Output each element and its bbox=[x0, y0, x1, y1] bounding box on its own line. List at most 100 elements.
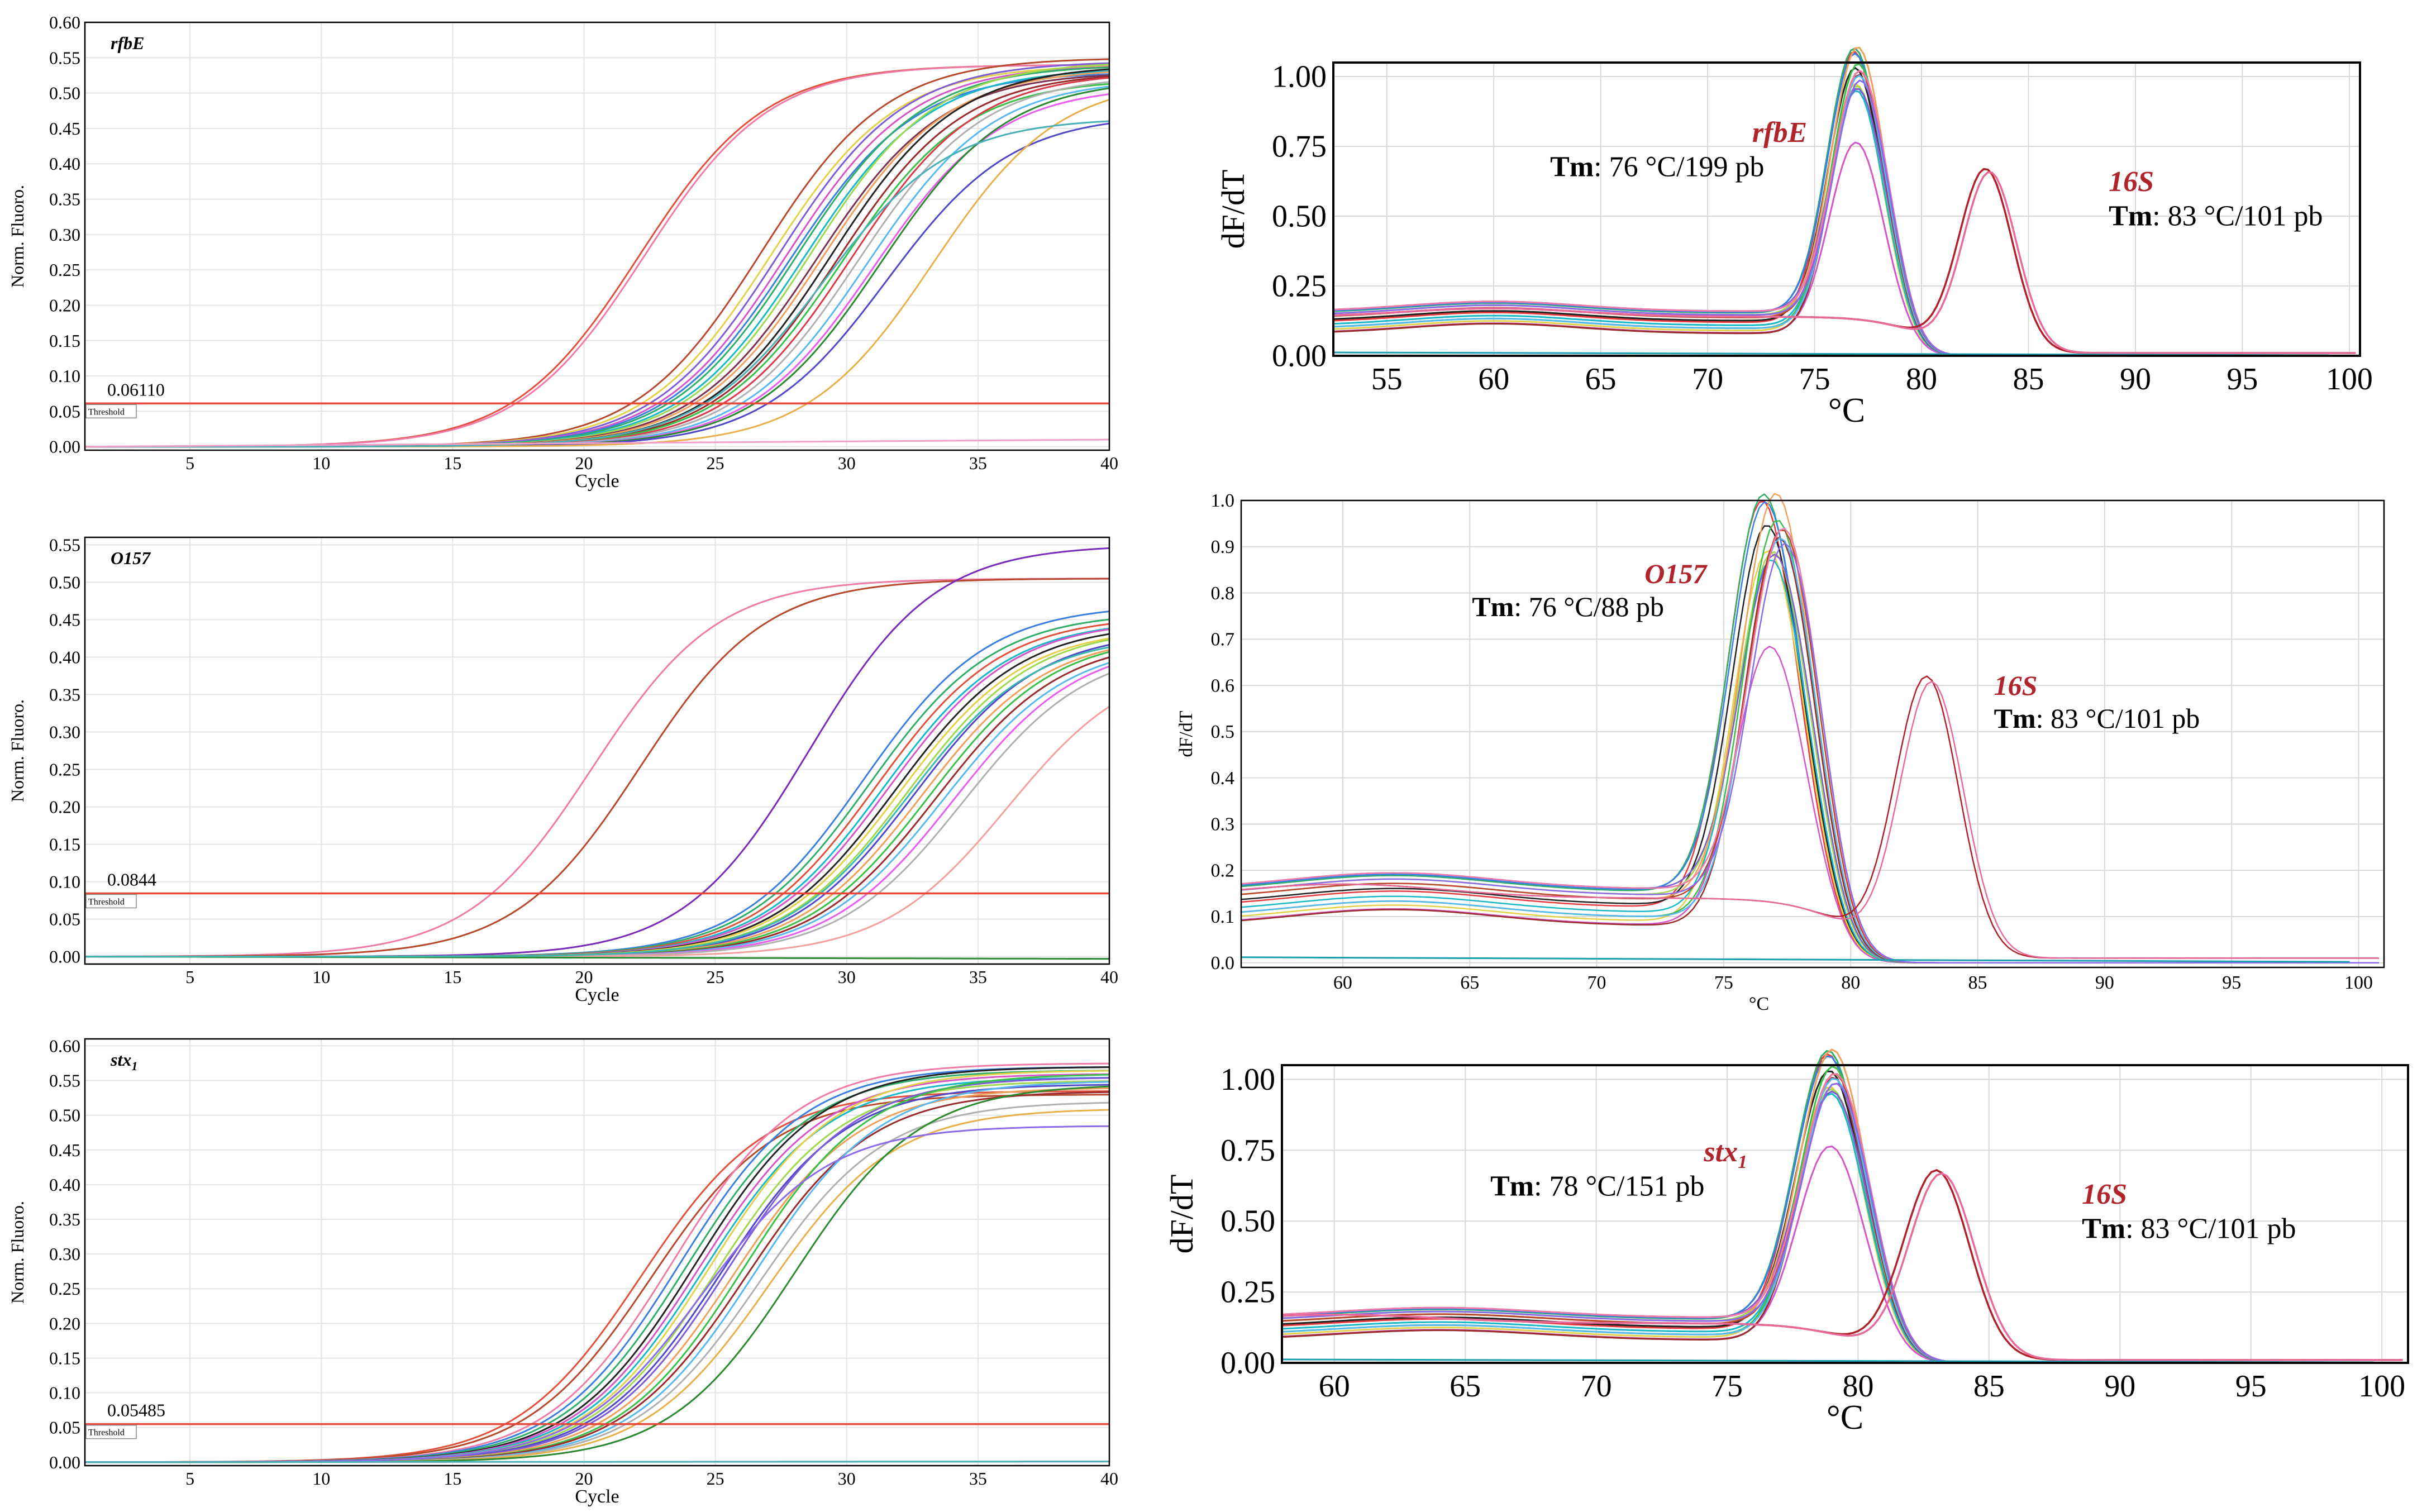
y-tick-label: 0.10 bbox=[49, 366, 80, 386]
x-axis-label: °C bbox=[1749, 994, 1769, 1014]
annotation-target-name: stx bbox=[1703, 1136, 1738, 1168]
annotation-tm-value: : 76 °C/199 pb bbox=[1594, 151, 1764, 183]
plot-area bbox=[85, 537, 1109, 964]
amplification-plot-stx1: 0.00 0.05 0.10 0.15 0.20 0.25 0.30 0.35 0.40 0.45… bbox=[7, 1036, 1118, 1507]
x-tick-label: 60 bbox=[1333, 972, 1352, 993]
y-tick-label: 0.50 bbox=[1220, 1204, 1275, 1239]
y-tick-label: 0.30 bbox=[49, 1244, 80, 1264]
y-tick-label: 0.50 bbox=[1272, 199, 1327, 233]
threshold-value: 0.05485 bbox=[107, 1400, 165, 1420]
annotation-tm-value: : 76 °C/88 pb bbox=[1514, 591, 1664, 622]
x-tick-label: 75 bbox=[1799, 362, 1830, 397]
x-tick-label: 20 bbox=[575, 453, 593, 473]
annotation-target-name: 16S bbox=[2082, 1179, 2127, 1210]
x-tick-label: 30 bbox=[838, 453, 856, 473]
amplification-curve bbox=[84, 438, 1110, 448]
y-tick-label: 0.50 bbox=[49, 83, 80, 103]
y-tick-label: 0.10 bbox=[49, 872, 80, 892]
x-tick-label: 30 bbox=[838, 1468, 856, 1489]
annotation-tm-label: Tm bbox=[2109, 200, 2152, 232]
annotation-target-name: O157 bbox=[1644, 558, 1708, 589]
y-tick-label: 0.25 bbox=[1272, 269, 1327, 303]
x-tick-label: 40 bbox=[1100, 967, 1118, 987]
melting-curve-negative bbox=[1241, 956, 2350, 963]
x-tick-label: 75 bbox=[1714, 972, 1733, 993]
melting-plot-rfbE: 0.00 0.25 0.50 0.75 1.00 55 60 65 70 75 80 85 90 95 10… bbox=[1215, 46, 2373, 430]
y-tick-label: 0.35 bbox=[49, 1209, 80, 1229]
x-tick-label: 80 bbox=[1906, 362, 1937, 397]
panel-label: stx1 bbox=[110, 1050, 137, 1073]
x-tick-label: 25 bbox=[707, 967, 724, 987]
plot-frame bbox=[1240, 499, 2385, 969]
x-tick-label: 10 bbox=[312, 967, 330, 987]
y-tick-label: 0.25 bbox=[49, 1279, 80, 1299]
y-tick-label: 1.0 bbox=[1211, 490, 1235, 511]
annotation-tm: Tm: 83 °C/101 pb bbox=[2109, 200, 2323, 232]
annotation-target: O157 bbox=[1644, 558, 1708, 589]
x-tick-label: 90 bbox=[2120, 362, 2151, 397]
y-tick-label: 0.9 bbox=[1211, 537, 1235, 557]
x-axis-label: Cycle bbox=[575, 985, 619, 1005]
x-tick-label: 25 bbox=[707, 453, 724, 473]
annotation-tm-label: Tm bbox=[1994, 703, 2036, 734]
y-tick-label: 0.15 bbox=[49, 331, 80, 351]
y-tick-label: 0.20 bbox=[49, 1313, 80, 1333]
x-tick-label: 20 bbox=[575, 1468, 593, 1489]
x-tick-label: 35 bbox=[969, 1468, 987, 1489]
y-axis-label: Norm. Fluoro. bbox=[7, 699, 27, 802]
y-tick-label: 0.7 bbox=[1211, 629, 1235, 650]
y-axis-label: Norm. Fluoro. bbox=[7, 1201, 27, 1304]
annotation-target-name: rfbE bbox=[1752, 117, 1807, 149]
x-tick-label: 70 bbox=[1692, 362, 1723, 397]
melting-curve-16s bbox=[1333, 171, 2356, 354]
y-tick-label: 0.50 bbox=[49, 572, 80, 592]
x-tick-label: 35 bbox=[969, 453, 987, 473]
annotation-target: rfbE bbox=[1752, 117, 1807, 149]
y-tick-label: 0.5 bbox=[1211, 722, 1235, 742]
panel-label: rfbE bbox=[111, 33, 144, 53]
y-tick-label: 0.45 bbox=[49, 609, 80, 629]
threshold-tag-box bbox=[85, 404, 137, 419]
y-tick-label: 0.20 bbox=[49, 295, 80, 315]
plot-area bbox=[1241, 500, 2384, 967]
panel-label-main: stx bbox=[110, 1050, 131, 1070]
y-tick-label: 1.00 bbox=[1272, 59, 1327, 94]
x-tick-label: 85 bbox=[2013, 362, 2044, 397]
x-tick-label: 90 bbox=[2104, 1369, 2135, 1404]
y-tick-label: 0.50 bbox=[49, 1105, 80, 1125]
annotation-tm-value: : 78 °C/151 pb bbox=[1534, 1170, 1704, 1202]
x-tick-label: 25 bbox=[707, 1468, 724, 1489]
y-tick-label: 0.40 bbox=[49, 154, 80, 174]
y-tick-label: 0.10 bbox=[49, 1383, 80, 1403]
y-tick-label: 0.55 bbox=[49, 47, 80, 68]
x-tick-label: 65 bbox=[1585, 362, 1617, 397]
y-tick-label: 0.60 bbox=[49, 12, 80, 32]
y-axis-label: dF/dT bbox=[1176, 710, 1196, 757]
amplification-plot-O157: 0.00 0.05 0.10 0.15 0.20 0.25 0.30 0.35 0.40 0.45… bbox=[7, 535, 1118, 1005]
y-tick-label: 0.20 bbox=[49, 797, 80, 817]
y-tick-label: 0.25 bbox=[49, 760, 80, 780]
y-tick-label: 0.8 bbox=[1211, 583, 1235, 604]
annotation-target-name: 16S bbox=[1994, 670, 2038, 701]
x-tick-label: 65 bbox=[1450, 1369, 1481, 1404]
threshold-value: 0.0844 bbox=[107, 869, 156, 889]
y-tick-label: 0.25 bbox=[1220, 1275, 1275, 1310]
amplification-curve bbox=[85, 646, 1110, 958]
y-tick-label: 0.40 bbox=[49, 647, 80, 667]
x-tick-label: 15 bbox=[444, 453, 461, 473]
y-tick-label: 0.05 bbox=[49, 1418, 80, 1438]
y-tick-label: 0.1 bbox=[1211, 907, 1235, 927]
annotation-tm: Tm: 83 °C/101 pb bbox=[2082, 1213, 2296, 1244]
threshold-value: 0.06110 bbox=[107, 379, 165, 399]
y-tick-label: 0.55 bbox=[49, 1071, 80, 1091]
x-axis-label: Cycle bbox=[575, 1486, 619, 1507]
x-tick-label: 100 bbox=[2344, 972, 2373, 993]
x-axis-label: °C bbox=[1827, 1399, 1863, 1437]
amplification-plot-rfbE: 0.00 0.05 0.10 0.15 0.20 0.25 0.30 0.35 0.40 0.45… bbox=[7, 12, 1118, 492]
x-tick-label: 90 bbox=[2095, 972, 2114, 993]
x-tick-label: 95 bbox=[2226, 362, 2258, 397]
y-tick-label: 0.00 bbox=[49, 437, 80, 457]
threshold-tag: Threshold bbox=[88, 897, 125, 907]
y-tick-label: 1.00 bbox=[1220, 1062, 1275, 1097]
